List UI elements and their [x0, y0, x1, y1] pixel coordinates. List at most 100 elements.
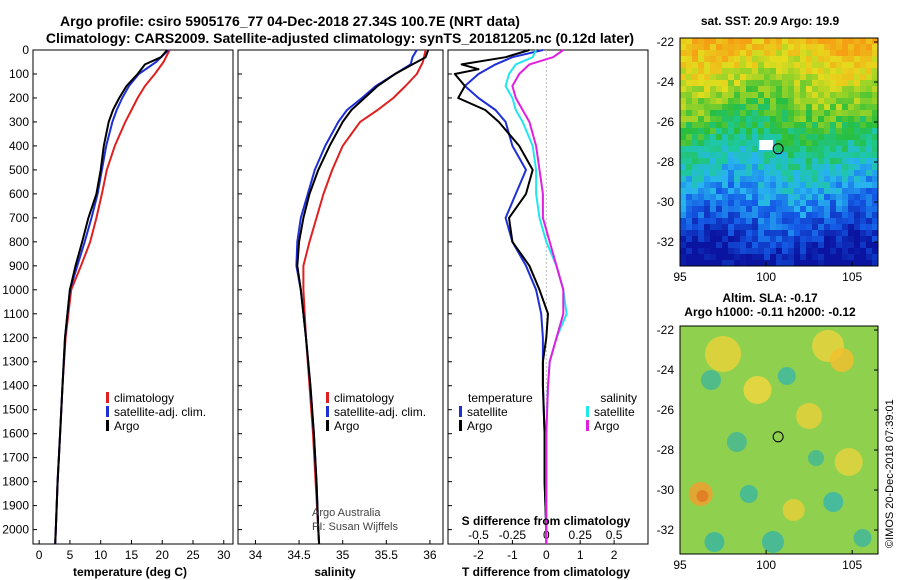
sst-cell — [848, 206, 854, 212]
sst-cell — [872, 176, 878, 182]
sst-cell — [698, 236, 704, 242]
sst-cell — [776, 134, 782, 140]
sst-cell — [866, 50, 872, 56]
sla-map-image — [680, 326, 878, 554]
sst-cell — [812, 260, 818, 266]
depth-tick-label: 1300 — [2, 355, 29, 369]
sst-cell — [776, 260, 782, 266]
sst-cell — [794, 56, 800, 62]
sst-cell — [728, 194, 734, 200]
sst-cell — [752, 122, 758, 128]
sst-cell — [752, 188, 758, 194]
sst-cell — [830, 128, 836, 134]
sst-cell — [824, 62, 830, 68]
sst-cell — [770, 134, 776, 140]
sst-cell — [686, 38, 692, 44]
depth-tick-label: 300 — [9, 115, 29, 129]
sst-cell — [722, 116, 728, 122]
sst-cell — [692, 122, 698, 128]
sst-cell — [680, 80, 686, 86]
sst-cell — [818, 194, 824, 200]
sst-cell — [776, 248, 782, 254]
sst-cell — [752, 242, 758, 248]
sst-cell — [740, 44, 746, 50]
sst-cell — [734, 134, 740, 140]
map-y-tick-label: -22 — [657, 35, 675, 49]
sst-cell — [770, 104, 776, 110]
sla-anomaly-blob — [743, 376, 772, 404]
sst-cell — [704, 86, 710, 92]
sst-cell — [710, 212, 716, 218]
sst-cell — [704, 236, 710, 242]
sst-cell — [848, 164, 854, 170]
x-tick-label: 2 — [611, 548, 618, 562]
sst-cell — [746, 38, 752, 44]
sst-cell — [830, 134, 836, 140]
sst-cell — [734, 122, 740, 128]
sst-cell — [794, 38, 800, 44]
map-y-tick-label: -28 — [657, 443, 675, 457]
sla-map-frame — [679, 325, 879, 555]
x2-tick-label: 0.25 — [569, 528, 593, 542]
sst-cell — [848, 194, 854, 200]
sst-cell — [794, 158, 800, 164]
sst-cell — [776, 242, 782, 248]
sst-cell — [836, 134, 842, 140]
sst-cell — [806, 200, 812, 206]
sst-cell — [716, 182, 722, 188]
sst-cell — [776, 200, 782, 206]
sst-cell — [770, 38, 776, 44]
sst-cell — [842, 218, 848, 224]
x-tick-label: 5 — [67, 548, 74, 562]
sst-cell — [854, 134, 860, 140]
sst-cell — [704, 50, 710, 56]
sst-cell — [782, 122, 788, 128]
sst-cell — [806, 62, 812, 68]
sst-cell — [680, 188, 686, 194]
sst-cell — [686, 200, 692, 206]
sst-cell — [692, 254, 698, 260]
sst-cell — [854, 38, 860, 44]
sst-cell — [800, 128, 806, 134]
sst-cell — [704, 170, 710, 176]
sst-cell — [860, 254, 866, 260]
sst-cell — [728, 152, 734, 158]
sst-cell — [794, 104, 800, 110]
sst-cell — [830, 254, 836, 260]
salinity-legend: climatology satellite-adj. clim. Argo — [326, 391, 426, 433]
sst-cell — [758, 86, 764, 92]
difference-x2label: S difference from climatology — [462, 514, 631, 528]
sst-cell — [740, 170, 746, 176]
sst-cell — [686, 176, 692, 182]
sst-cell — [686, 164, 692, 170]
sst-cell — [818, 158, 824, 164]
sst-cell — [830, 38, 836, 44]
sst-cell — [794, 74, 800, 80]
sst-cell — [752, 248, 758, 254]
sst-cell — [824, 164, 830, 170]
map-y-tick-label: -24 — [657, 363, 675, 377]
sst-cell — [752, 62, 758, 68]
sst-cell — [734, 116, 740, 122]
sst-cell — [770, 86, 776, 92]
sst-cell — [740, 92, 746, 98]
sst-cell — [740, 128, 746, 134]
sst-cell — [740, 80, 746, 86]
sst-cell — [746, 230, 752, 236]
sst-cell — [758, 218, 764, 224]
sst-cell — [812, 116, 818, 122]
sst-cell — [752, 128, 758, 134]
sst-cell — [698, 110, 704, 116]
sst-cell — [716, 56, 722, 62]
sst-cell — [800, 260, 806, 266]
sst-cell — [770, 158, 776, 164]
sst-cell — [698, 260, 704, 266]
sst-cell — [764, 224, 770, 230]
sst-cell — [794, 164, 800, 170]
sst-cell — [764, 50, 770, 56]
sst-cell — [836, 200, 842, 206]
sst-cell — [872, 50, 878, 56]
sst-cell — [758, 206, 764, 212]
sst-cell — [746, 104, 752, 110]
series-line-salinity-argo — [296, 49, 430, 545]
